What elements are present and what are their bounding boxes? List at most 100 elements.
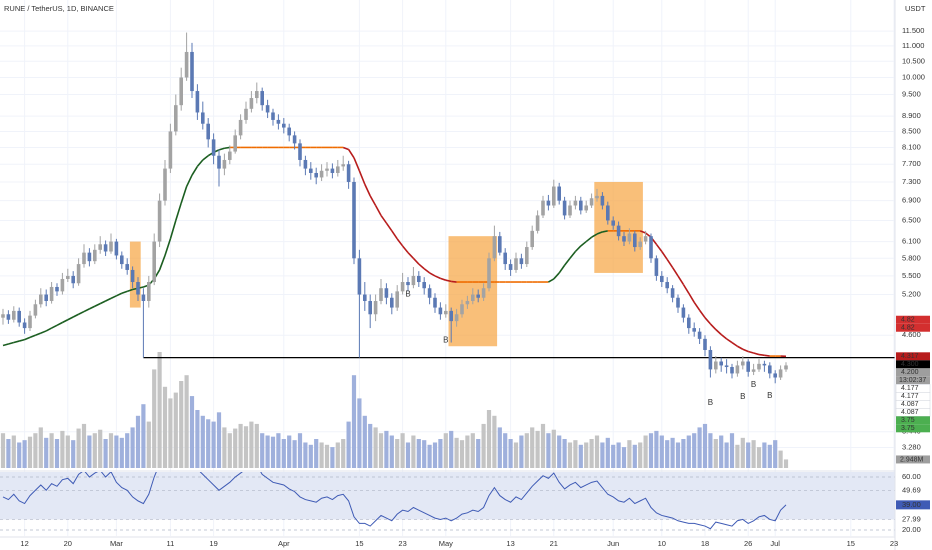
ma-segment	[445, 279, 452, 283]
volume-bar	[87, 435, 92, 468]
axis-label-box	[896, 424, 930, 433]
ma-segment	[671, 267, 679, 277]
axis-label: 4.087	[901, 401, 919, 408]
candle-body	[643, 236, 648, 242]
ma-segment	[666, 259, 674, 269]
volume-bar	[567, 442, 573, 468]
candle-body	[670, 288, 675, 298]
volume-bar	[254, 423, 259, 468]
candle-body	[136, 282, 140, 295]
candle-body	[130, 269, 135, 283]
candle-body	[66, 275, 70, 279]
candle-body	[103, 244, 108, 252]
axis-label-box	[896, 323, 930, 332]
candle-body	[22, 322, 27, 329]
volume-bar	[524, 433, 529, 468]
candle-body	[417, 275, 421, 283]
ma-segment	[94, 302, 101, 307]
ma-segment	[2, 343, 9, 347]
axis-label-box	[896, 315, 930, 324]
volume-bar	[179, 381, 184, 468]
volume-bar	[33, 433, 38, 468]
axis-label: 4.317	[901, 353, 919, 360]
ma-segment	[51, 324, 58, 329]
volume-bar	[751, 440, 756, 468]
ma-segment	[407, 252, 414, 259]
x-tick-label: May	[439, 539, 453, 548]
candle-body	[152, 241, 156, 283]
volume-bar	[648, 433, 654, 468]
candle-body	[319, 170, 324, 178]
volume-bar	[778, 450, 783, 468]
candle-body	[184, 51, 189, 78]
candle-body	[222, 159, 227, 169]
ma-segment	[105, 297, 112, 302]
axis-label-box	[896, 368, 930, 377]
volume-bar	[22, 440, 27, 468]
x-tick-label: 26	[744, 539, 752, 548]
candle-body	[109, 241, 113, 252]
price-axis: 11.500 11.000 10.500 10.000 9.500 8.900 8.500 8…	[895, 26, 931, 534]
signal-label: B	[751, 380, 756, 389]
ma-segment	[758, 353, 765, 357]
signal-label: B	[708, 398, 713, 407]
candle-body	[384, 288, 389, 298]
x-tick-label: Jun	[607, 539, 619, 548]
ma-segment	[62, 319, 69, 324]
candle-body	[228, 151, 232, 160]
ma-segment	[83, 308, 90, 313]
candle-body	[6, 314, 11, 320]
ma-segment	[358, 170, 366, 185]
volume-bar	[465, 435, 470, 468]
ma-segment	[698, 309, 706, 319]
x-tick-label: Apr	[278, 539, 290, 548]
candle-body	[616, 225, 621, 237]
ma-segment	[677, 275, 685, 285]
candle-body	[622, 236, 626, 242]
ma-segment	[429, 272, 436, 277]
volume-bar	[157, 352, 162, 468]
volume-bar	[243, 426, 249, 468]
volume-bar	[330, 447, 335, 468]
volume-bar	[395, 439, 400, 468]
rsi-band	[0, 472, 895, 520]
volume-bar	[60, 430, 65, 468]
countdown-box	[896, 376, 930, 385]
volume-bar	[168, 398, 173, 468]
y-tick-label: 3.280	[902, 442, 921, 451]
candle-body	[395, 291, 399, 308]
candle-body	[633, 233, 637, 248]
candle-body	[179, 77, 183, 106]
volume-bar	[98, 429, 103, 468]
volume-bar	[432, 442, 438, 468]
volume-bar	[584, 442, 589, 468]
ma-segment	[67, 316, 74, 321]
rsi-line	[2, 472, 787, 530]
volume-bar	[546, 433, 551, 468]
volume-bar	[513, 442, 519, 468]
volume-bar	[303, 442, 308, 468]
signal-label: B	[405, 290, 410, 299]
candle-body	[233, 135, 237, 152]
candle-body	[17, 310, 21, 323]
volume-bar	[740, 437, 745, 468]
candle-body	[433, 297, 437, 308]
candle-body	[346, 164, 351, 182]
ma-segment	[726, 338, 733, 344]
candle-body	[449, 310, 453, 322]
volume-bar	[71, 440, 76, 468]
candle-body	[60, 278, 65, 292]
zone	[129, 241, 141, 308]
ma-segment	[451, 280, 457, 283]
volume-last-box	[896, 455, 930, 464]
volume-bar	[724, 442, 729, 468]
candle-body	[611, 220, 615, 226]
candle-body	[276, 119, 281, 124]
candle-body	[195, 91, 200, 113]
volume-bar	[270, 436, 276, 468]
candle-body	[773, 373, 777, 378]
volume-bar	[216, 412, 222, 468]
candle-body	[730, 367, 734, 374]
candle-body	[314, 172, 318, 178]
